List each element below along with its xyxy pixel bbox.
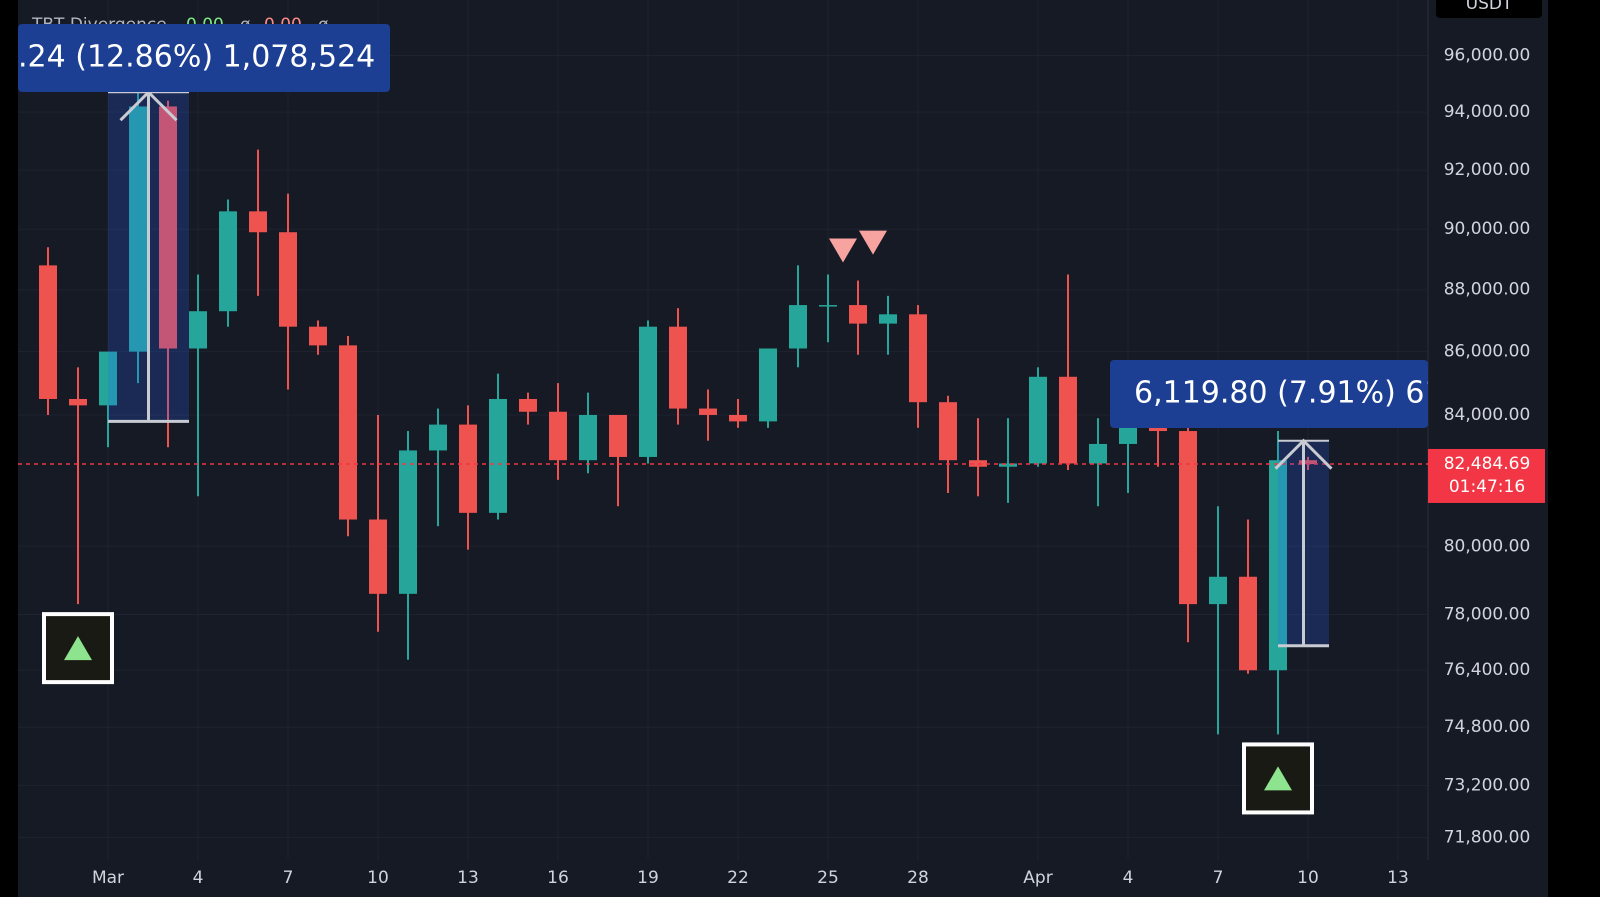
- y-tick-label: 80,000.00: [1444, 536, 1531, 556]
- candle-body: [879, 314, 897, 324]
- measure-label-box: [1110, 360, 1428, 428]
- candle-body: [999, 463, 1017, 467]
- candle-body: [1269, 460, 1287, 671]
- last-price-label: 82,484.69: [1444, 454, 1531, 474]
- candle-body: [669, 326, 687, 409]
- measure-label-box: [18, 24, 390, 92]
- sell-signal: [829, 238, 857, 263]
- x-tick-label: 10: [367, 868, 389, 888]
- buy-signal-box: [1242, 742, 1314, 815]
- candle-body: [249, 211, 267, 233]
- y-tick-label: 96,000.00: [1444, 46, 1531, 66]
- buy-signal: [1264, 766, 1292, 791]
- last-price-box: [1428, 448, 1545, 503]
- x-tick-label: Apr: [1023, 868, 1052, 888]
- y-tick-label: 73,200.00: [1444, 775, 1531, 795]
- candle-body: [99, 351, 117, 406]
- buy-signal: [64, 636, 92, 661]
- x-tick-label: 16: [547, 868, 569, 888]
- sell-signal: [859, 230, 887, 255]
- measure-arrow: [119, 90, 178, 122]
- y-tick-label: 78,000.00: [1444, 604, 1531, 624]
- candle-body: [549, 411, 567, 461]
- candle-body: [1089, 443, 1107, 464]
- candle-body: [189, 311, 207, 349]
- candle-body: [639, 326, 657, 457]
- currency: USDT: [1466, 0, 1513, 14]
- candle-body: [759, 348, 777, 422]
- measure-label: 6,119.80 (7.91%) 61: [1134, 376, 1444, 411]
- candle-body: [909, 314, 927, 403]
- x-tick-label: 19: [637, 868, 659, 888]
- candle-body: [819, 305, 837, 307]
- candle-body: [1239, 576, 1257, 671]
- currency-box: [1436, 0, 1542, 18]
- candle-body: [729, 414, 747, 422]
- candle-body: [69, 398, 87, 406]
- candle-body: [429, 424, 447, 451]
- candle-body: [939, 402, 957, 461]
- candle-body: [1179, 431, 1197, 605]
- y-tick-label: 90,000.00: [1444, 219, 1531, 239]
- candle-body: [789, 305, 807, 349]
- x-tick-label: 25: [817, 868, 839, 888]
- candle-body: [339, 345, 357, 520]
- x-tick-label: 13: [457, 868, 479, 888]
- y-tick-label: 94,000.00: [1444, 102, 1531, 122]
- y-tick-label: 92,000.00: [1444, 160, 1531, 180]
- x-tick-label: 10: [1297, 868, 1319, 888]
- y-tick-label: 71,800.00: [1444, 827, 1531, 847]
- y-tick-label: 74,800.00: [1444, 717, 1531, 737]
- x-tick-label: 7: [283, 868, 294, 888]
- candle-body: [309, 326, 327, 346]
- x-tick-label: Mar: [92, 868, 124, 888]
- candle-body: [369, 519, 387, 594]
- x-tick-label: 7: [1213, 868, 1224, 888]
- candle-body: [1059, 376, 1077, 464]
- y-tick-label: 88,000.00: [1444, 280, 1531, 300]
- candle-body: [579, 414, 597, 461]
- measure-label: .24 (12.86%) 1,078,524: [18, 40, 375, 75]
- candle-body: [609, 414, 627, 457]
- candle-body: [129, 106, 147, 352]
- candle-body: [1029, 376, 1047, 464]
- candle-body: [459, 424, 477, 513]
- candle-body: [279, 232, 297, 327]
- y-tick-label: 76,400.00: [1444, 660, 1531, 680]
- candle-body: [519, 398, 537, 412]
- countdown: 01:47:16: [1449, 477, 1525, 497]
- measure-arrow: [1274, 438, 1333, 470]
- candle-body: [39, 265, 57, 399]
- candle-body: [1299, 460, 1317, 465]
- candle-body: [489, 398, 507, 513]
- candle-body: [849, 305, 867, 324]
- x-tick-label: 13: [1387, 868, 1409, 888]
- x-tick-label: 4: [193, 868, 204, 888]
- candle-body: [159, 106, 177, 349]
- y-tick-label: 84,000.00: [1444, 405, 1531, 425]
- x-tick-label: 22: [727, 868, 749, 888]
- x-tick-label: 4: [1123, 868, 1134, 888]
- candle-body: [699, 408, 717, 415]
- candle-body: [399, 450, 417, 594]
- candle-body: [1209, 576, 1227, 605]
- overlays: [18, 90, 1428, 815]
- candle-body: [219, 211, 237, 312]
- x-tick-label: 28: [907, 868, 929, 888]
- y-tick-label: 86,000.00: [1444, 342, 1531, 362]
